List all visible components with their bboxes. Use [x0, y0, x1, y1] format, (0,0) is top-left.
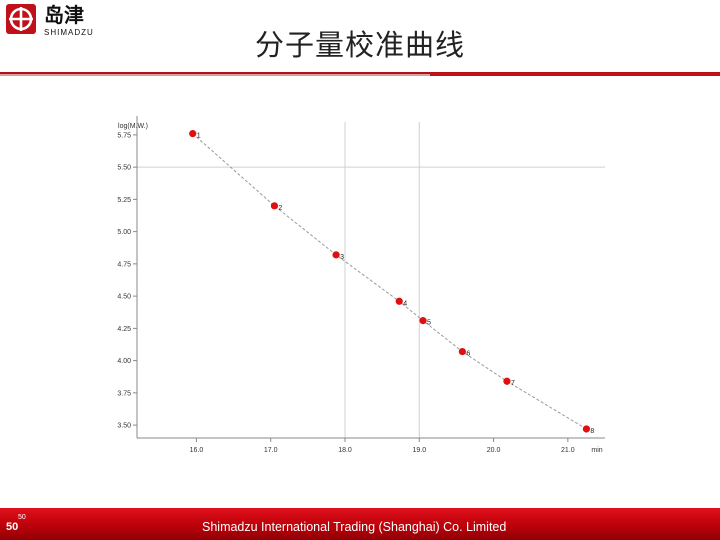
- shimadzu-emblem-icon: [6, 4, 36, 34]
- x-tick-label: 20.0: [487, 447, 501, 454]
- x-tick-label: 18.0: [338, 447, 352, 454]
- y-tick-label: 5.00: [117, 229, 131, 236]
- page-number: 50: [6, 521, 19, 533]
- fit-line: [192, 133, 587, 430]
- y-tick-label: 4.75: [117, 261, 131, 268]
- y-tick-label: 4.25: [117, 326, 131, 333]
- x-tick-label: 21.0: [561, 447, 575, 454]
- data-point: [270, 202, 279, 210]
- calibration-chart: 3.50 3.75 4.00 4.25 4.50 4.75 5.00 5.25 5.50 5.75…: [117, 116, 605, 454]
- footer-company-text: Shimadzu International Trading (Shanghai…: [202, 520, 507, 534]
- data-point-label: 2: [278, 205, 282, 212]
- chart-fit-line: [192, 133, 587, 430]
- chart-axes: 3.50 3.75 4.00 4.25 4.50 4.75 5.00 5.25 5.50 5.75…: [117, 116, 605, 454]
- data-point-label: 5: [427, 320, 431, 327]
- data-point: [189, 130, 197, 138]
- data-point-label: 1: [197, 133, 201, 140]
- footer-bar: 50 50 Shimadzu International Trading (Sh…: [0, 508, 720, 540]
- y-tick-label: 5.75: [117, 132, 131, 139]
- x-tick-label: 16.0: [190, 447, 204, 454]
- data-point-label: 8: [590, 428, 594, 435]
- title-divider: [0, 72, 720, 76]
- y-tick-label: 3.50: [117, 423, 131, 430]
- y-axis-label: log(M.W.): [118, 123, 148, 130]
- chart-grid: [137, 122, 605, 438]
- y-tick-label: 5.25: [117, 197, 131, 204]
- x-tick-label: 19.0: [412, 447, 426, 454]
- y-tick-label: 3.75: [117, 390, 131, 397]
- page-number-small: 50: [18, 514, 26, 521]
- y-tick-label: 5.50: [117, 165, 131, 172]
- data-point: [395, 297, 403, 305]
- x-axis-label: min: [591, 447, 602, 454]
- chart-points: 1 2 3 4 5 6 7 8: [189, 130, 594, 435]
- brand-name-cn: 岛津: [44, 3, 84, 27]
- data-point: [503, 377, 511, 385]
- data-point: [332, 251, 340, 259]
- data-point-label: 4: [403, 300, 407, 307]
- data-point-label: 6: [466, 351, 470, 358]
- shimadzu-logo: 岛津 SHIMADZU: [6, 4, 98, 38]
- data-point-label: 7: [511, 380, 515, 387]
- data-point-label: 3: [340, 254, 344, 261]
- data-point: [582, 425, 591, 433]
- slide-title: 分子量校准曲线: [254, 28, 465, 62]
- y-tick-label: 4.00: [117, 358, 131, 365]
- data-point: [458, 347, 466, 356]
- data-point: [419, 317, 427, 325]
- x-tick-label: 17.0: [264, 447, 278, 454]
- y-tick-label: 4.50: [117, 294, 131, 301]
- brand-name-en: SHIMADZU: [44, 28, 94, 37]
